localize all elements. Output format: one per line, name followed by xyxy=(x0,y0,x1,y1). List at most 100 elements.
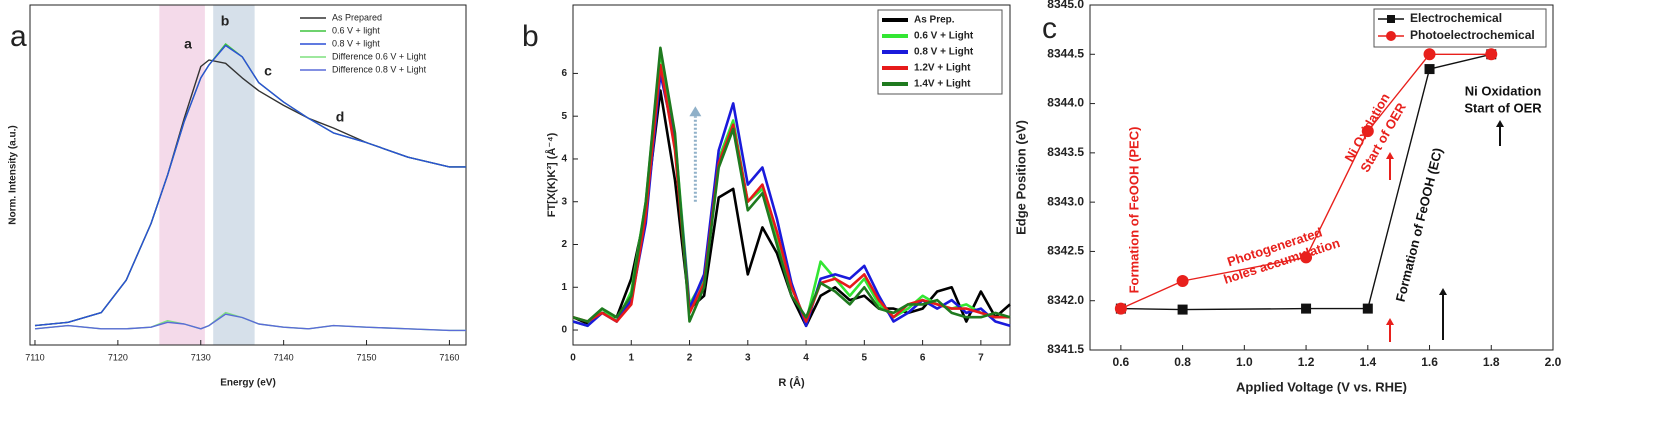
y-tick-label: 2 xyxy=(561,239,567,250)
series-line xyxy=(34,44,466,327)
y-tick-label: 1 xyxy=(561,282,567,293)
x-axis-title: Applied Voltage (V vs. RHE) xyxy=(1236,379,1407,394)
y-tick-label: 6 xyxy=(561,68,567,79)
marker xyxy=(1361,125,1374,138)
series-line xyxy=(1120,53,1492,311)
y-tick-label: 8344.0 xyxy=(1047,96,1084,110)
plot-frame xyxy=(572,4,1011,346)
marker xyxy=(1176,275,1189,287)
shaded-region xyxy=(159,5,205,345)
marker xyxy=(1424,64,1435,75)
legend-label: Electrochemical xyxy=(1410,11,1502,25)
panel: 0 1 2 3 4 5 6 7 0 1 2 3 4 5 6 R (Å) FT[X(K)K³] (Å⁻⁴) b As … xyxy=(522,4,1011,389)
x-tick-label: 2 xyxy=(687,353,693,364)
annotation: a xyxy=(184,36,192,52)
x-tick-label: 1 xyxy=(628,353,634,364)
series-line xyxy=(1120,53,1492,310)
marker xyxy=(1301,303,1312,314)
y-tick-label: 0 xyxy=(561,325,567,336)
x-tick-label: 0.8 xyxy=(1174,355,1191,369)
x-tick-label: 0 xyxy=(570,353,576,364)
x-axis-title: R (Å) xyxy=(778,376,805,389)
marker xyxy=(1177,304,1188,315)
legend-label: Difference 0.8 V + Light xyxy=(332,64,427,74)
shaded-region xyxy=(213,5,255,345)
x-axis-title: Energy (eV) xyxy=(220,378,276,389)
y-tick-label: 3 xyxy=(561,196,567,207)
y-axis-title: Norm. Intensity (a.u.) xyxy=(8,125,19,224)
legend-label: 0.6 V + Light xyxy=(914,31,974,42)
x-tick-label: 1.4 xyxy=(1359,355,1376,369)
series-line xyxy=(572,46,1011,323)
legend-marker xyxy=(1387,15,1395,23)
annotation: Ni Oxidation xyxy=(1465,83,1542,98)
annotation-arrow-head xyxy=(1386,152,1394,159)
x-tick-label: 1.2 xyxy=(1298,355,1315,369)
y-tick-label: 8343.5 xyxy=(1047,145,1084,159)
legend-label: Difference 0.6 V + Light xyxy=(332,51,427,61)
y-tick-label: 8341.5 xyxy=(1047,342,1084,356)
x-tick-label: 7 xyxy=(978,353,984,364)
panel-label: a xyxy=(10,20,27,53)
legend-label: Photoelectrochemical xyxy=(1410,28,1535,42)
x-tick-label: 4 xyxy=(803,353,809,364)
legend-label: 0.8 V + light xyxy=(332,38,380,48)
x-tick-label: 1.6 xyxy=(1421,355,1438,369)
legend-label: 1.2V + Light xyxy=(914,63,971,74)
y-tick-label: 5 xyxy=(561,111,567,122)
marker xyxy=(1362,303,1373,314)
legend-label: 0.6 V + light xyxy=(332,25,380,35)
x-tick-label: 6 xyxy=(920,353,926,364)
plot-frame xyxy=(29,4,467,346)
x-tick-label: 0.6 xyxy=(1113,355,1130,369)
annotation: Start of OER xyxy=(1464,100,1542,115)
y-tick-label: 8342.0 xyxy=(1047,293,1084,307)
y-tick-label: 8342.5 xyxy=(1047,244,1084,258)
panel-label: b xyxy=(522,20,539,53)
series-line xyxy=(572,63,1010,323)
legend-label: As Prep. xyxy=(914,15,955,26)
x-tick-label: 7160 xyxy=(439,352,459,362)
annotation: d xyxy=(336,109,345,125)
legend-label: As Prepared xyxy=(332,12,382,22)
legend-marker xyxy=(1386,31,1396,41)
arrow-head xyxy=(689,106,702,117)
y-tick-label: 8344.5 xyxy=(1047,46,1084,60)
legend-label: 0.8 V + Light xyxy=(914,47,974,58)
x-tick-label: 3 xyxy=(745,353,751,364)
annotation: b xyxy=(221,13,230,29)
panel: 0.6 0.8 1.0 1.2 1.4 1.6 1.8 2.0 8341.5 8342.0 8342… xyxy=(1013,0,1561,394)
x-tick-label: 7130 xyxy=(191,352,211,362)
x-tick-label: 7150 xyxy=(357,352,377,362)
legend-frame xyxy=(1373,8,1547,48)
y-tick-label: 8343.0 xyxy=(1047,194,1084,208)
panel-label: c xyxy=(1042,12,1057,45)
annotation-arrow-head xyxy=(1439,288,1447,295)
x-tick-label: 7140 xyxy=(274,352,294,362)
plot-frame xyxy=(1089,4,1554,351)
x-tick-label: 7110 xyxy=(25,352,44,362)
annotation: Formation of FeOOH (PEC) xyxy=(1126,127,1141,294)
panel: 7110 7120 7130 7140 7150 7160 Energy (eV) Norm.… xyxy=(8,4,467,389)
series-line xyxy=(34,313,466,332)
marker xyxy=(1485,48,1498,61)
x-tick-label: 7120 xyxy=(108,352,128,362)
y-axis-title: FT[X(K)K³] (Å⁻⁴) xyxy=(545,132,558,217)
annotation: c xyxy=(264,63,272,79)
marker xyxy=(1114,302,1127,315)
annotation: Formation of FeOOH (EC) xyxy=(1393,146,1446,303)
y-axis-title: Edge Position (eV) xyxy=(1013,120,1028,235)
x-tick-label: 1.0 xyxy=(1236,355,1253,369)
legend-label: 1.4V + Light xyxy=(914,79,971,90)
annotation-arrow-head xyxy=(1386,318,1394,325)
x-tick-label: 1.8 xyxy=(1483,355,1500,369)
y-tick-label: 8345.0 xyxy=(1047,0,1084,11)
marker xyxy=(1300,251,1313,264)
y-tick-label: 4 xyxy=(561,154,567,165)
x-tick-label: 5 xyxy=(862,353,868,364)
annotation-arrow-head xyxy=(1496,120,1504,127)
x-tick-label: 2.0 xyxy=(1545,355,1562,369)
marker xyxy=(1423,48,1436,61)
